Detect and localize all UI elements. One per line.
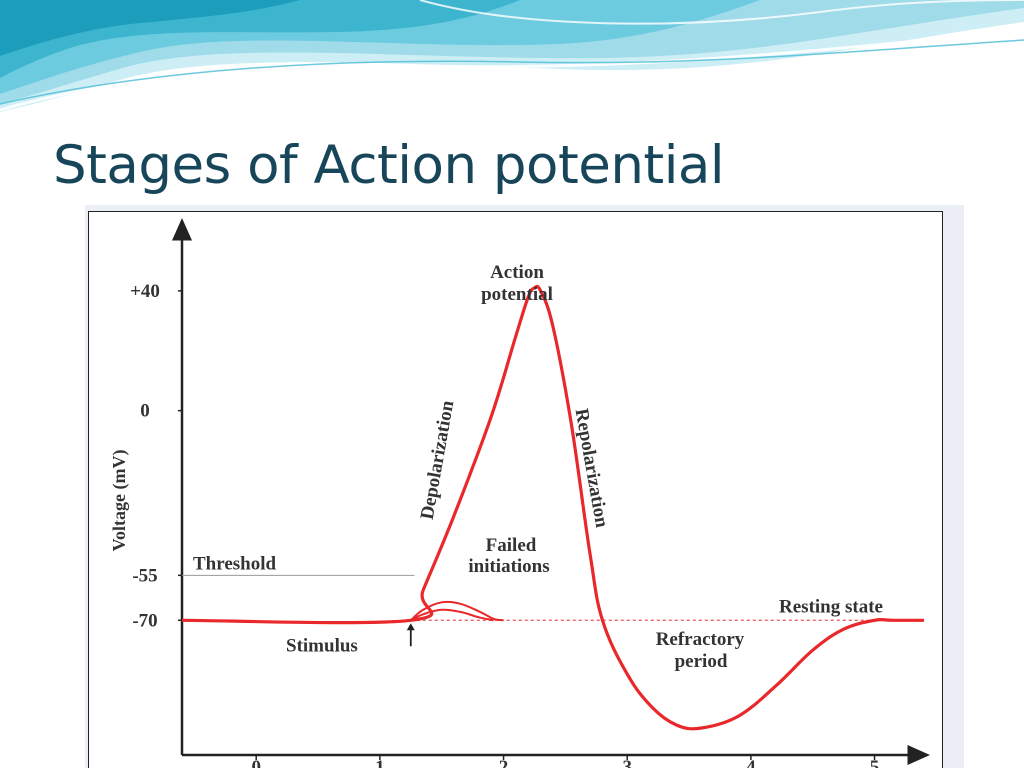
slide-header-waves [0, 0, 1024, 112]
stimulus-label: Stimulus [286, 635, 358, 656]
chart-svg: +40 0 -55 -70 0 1 2 3 4 5 Voltage (mV) Threshold St… [109, 218, 930, 768]
failed-initiations-label-line1: Failed [486, 535, 537, 556]
action-potential-label-line2: potential [481, 284, 553, 305]
x-tick-label: 0 [251, 757, 261, 768]
stimulus-arrowhead [406, 623, 415, 631]
x-tick-label: 5 [870, 757, 880, 768]
x-tick-label: 1 [375, 757, 385, 768]
refractory-period-label-line2: period [675, 651, 728, 672]
failed-initiations-label-line2: initiations [468, 556, 549, 577]
failed-initiation-curve-2 [410, 608, 494, 622]
y-tick-label: -70 [132, 610, 157, 631]
failed-initiation-curve-1 [410, 600, 504, 622]
refractory-period-label-line1: Refractory [656, 629, 745, 650]
depolarization-label: Depolarization [417, 399, 459, 522]
resting-state-label: Resting state [779, 596, 883, 617]
axes [172, 218, 930, 765]
action-potential-curve [181, 284, 924, 731]
threshold-label: Threshold [193, 553, 277, 574]
y-tick-label: 0 [140, 401, 150, 422]
x-tick-label: 2 [499, 757, 509, 768]
tick-labels: +40 0 -55 -70 0 1 2 3 4 5 Voltage (mV) [109, 281, 879, 768]
action-potential-label-line1: Action [490, 262, 544, 283]
slide-title: Stages of Action potential [53, 135, 725, 196]
curves [181, 284, 924, 731]
action-potential-chart: +40 0 -55 -70 0 1 2 3 4 5 Voltage (mV) Threshold St… [88, 211, 943, 768]
y-axis-label: Voltage (mV) [109, 450, 130, 552]
y-tick-label: +40 [130, 281, 160, 302]
x-tick-label: 3 [622, 757, 632, 768]
x-tick-label: 4 [746, 757, 756, 768]
y-tick-label: -55 [132, 565, 157, 586]
